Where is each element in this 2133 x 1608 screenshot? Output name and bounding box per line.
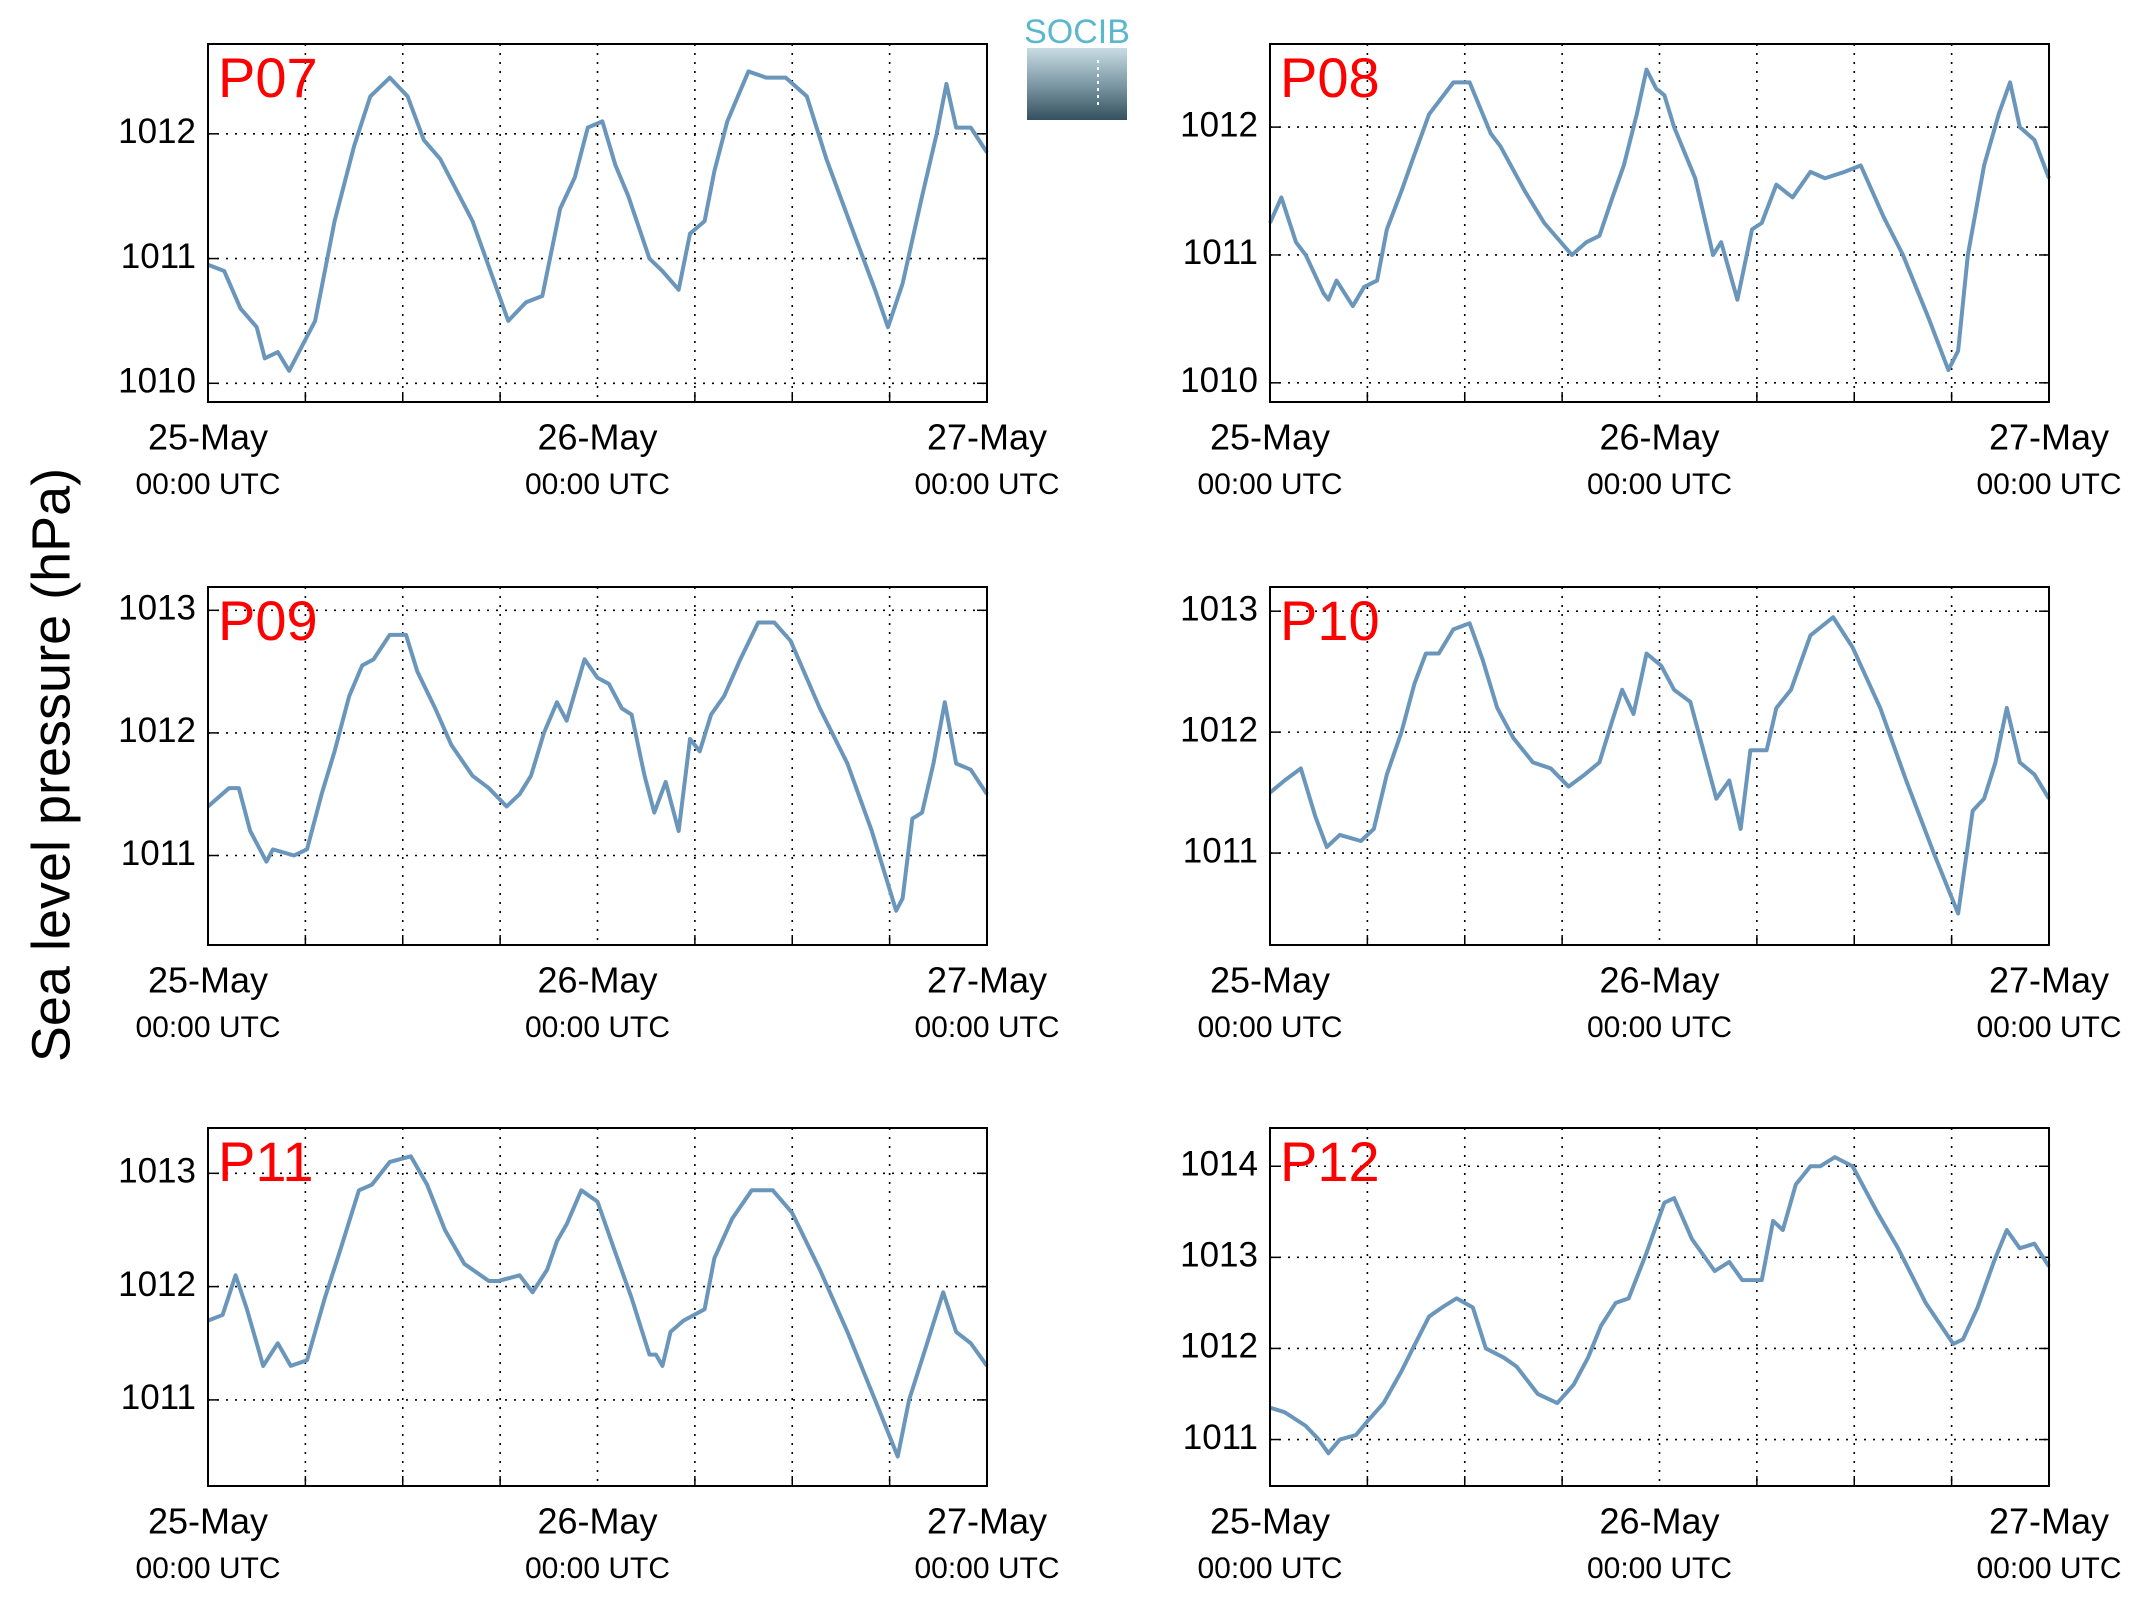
x-tick-sublabel: 00:00 UTC bbox=[525, 468, 670, 501]
x-tick-label: 26-May bbox=[1599, 417, 1719, 458]
y-tick-label: 1011 bbox=[1183, 831, 1258, 870]
subplot: 1011 1012 1013 25-May 00:00 UTC 26-May 00:00 U… bbox=[118, 1127, 1060, 1585]
logo-text: SOCIB bbox=[1024, 13, 1130, 51]
x-tick-label: 26-May bbox=[537, 1501, 657, 1542]
x-tick-sublabel: 00:00 UTC bbox=[1587, 1552, 1732, 1585]
x-tick-label: 26-May bbox=[1599, 1501, 1719, 1542]
x-tick-sublabel: 00:00 UTC bbox=[135, 468, 280, 501]
x-tick-sublabel: 00:00 UTC bbox=[914, 468, 1059, 501]
data-line bbox=[206, 620, 989, 913]
y-tick-label: 1011 bbox=[121, 237, 196, 276]
plot-frame bbox=[1269, 1127, 2050, 1487]
x-tick-label: 25-May bbox=[148, 960, 268, 1001]
x-tick-label: 25-May bbox=[1210, 1501, 1330, 1542]
y-tick-label: 1011 bbox=[1183, 233, 1258, 272]
data-line bbox=[1268, 67, 2051, 373]
y-tick-label: 1014 bbox=[1180, 1145, 1258, 1184]
data-line bbox=[207, 69, 989, 373]
chart-title: P10 bbox=[1280, 589, 1380, 652]
logo: SOCIB bbox=[1024, 13, 1130, 120]
y-tick-label: 1013 bbox=[1180, 1236, 1258, 1275]
y-tick-label: 1010 bbox=[1180, 361, 1258, 400]
y-tick-label: 1012 bbox=[118, 711, 196, 750]
data-line bbox=[1268, 615, 2051, 916]
chart-title: P07 bbox=[218, 46, 318, 109]
subplot: 1011 1012 1013 1014 25-May 00:00 UTC 26-May 00:… bbox=[1180, 1127, 2122, 1585]
x-tick-sublabel: 00:00 UTC bbox=[1587, 468, 1732, 501]
subplot: 1010 1011 1012 25-May 00:00 UTC 26-May 00:00 U… bbox=[1180, 43, 2122, 501]
x-tick-label: 27-May bbox=[1989, 960, 2109, 1001]
chart-title: P11 bbox=[218, 1130, 313, 1193]
x-tick-label: 25-May bbox=[1210, 960, 1330, 1001]
x-tick-sublabel: 00:00 UTC bbox=[1976, 1011, 2121, 1044]
chart-title: P09 bbox=[218, 589, 318, 652]
x-tick-label: 26-May bbox=[537, 960, 657, 1001]
x-tick-sublabel: 00:00 UTC bbox=[1197, 1011, 1342, 1044]
plot-frame bbox=[1269, 586, 2050, 946]
subplot: 1011 1012 1013 25-May 00:00 UTC 26-May 00:00 U… bbox=[118, 586, 1060, 1044]
x-tick-label: 27-May bbox=[927, 417, 1047, 458]
y-tick-label: 1012 bbox=[1180, 710, 1258, 749]
x-tick-label: 27-May bbox=[1989, 417, 2109, 458]
subplot: 1010 1011 1012 25-May 00:00 UTC 26-May 00:00 U… bbox=[118, 43, 1060, 501]
y-tick-label: 1013 bbox=[118, 589, 196, 628]
x-tick-label: 25-May bbox=[148, 1501, 268, 1542]
y-tick-label: 1011 bbox=[121, 834, 196, 873]
x-tick-sublabel: 00:00 UTC bbox=[135, 1011, 280, 1044]
y-tick-label: 1010 bbox=[118, 362, 196, 401]
y-tick-label: 1012 bbox=[118, 1265, 196, 1304]
x-tick-label: 26-May bbox=[1599, 960, 1719, 1001]
chart-title: P12 bbox=[1280, 1130, 1380, 1193]
x-tick-sublabel: 00:00 UTC bbox=[525, 1011, 670, 1044]
plot-frame bbox=[1269, 43, 2050, 403]
x-tick-label: 27-May bbox=[927, 1501, 1047, 1542]
chart-title: P08 bbox=[1280, 46, 1380, 109]
y-tick-label: 1012 bbox=[118, 112, 196, 151]
x-tick-sublabel: 00:00 UTC bbox=[1197, 468, 1342, 501]
plot-frame bbox=[207, 43, 988, 403]
x-tick-label: 26-May bbox=[537, 417, 657, 458]
logo-block bbox=[1027, 48, 1127, 120]
x-tick-sublabel: 00:00 UTC bbox=[135, 1552, 280, 1585]
y-tick-label: 1012 bbox=[1180, 1327, 1258, 1366]
plot-frame bbox=[207, 586, 988, 946]
x-tick-label: 27-May bbox=[927, 960, 1047, 1001]
x-tick-sublabel: 00:00 UTC bbox=[914, 1011, 1059, 1044]
x-tick-sublabel: 00:00 UTC bbox=[1587, 1011, 1732, 1044]
plot-frame bbox=[207, 1127, 988, 1487]
data-line bbox=[1269, 1155, 2051, 1456]
y-tick-label: 1013 bbox=[1180, 589, 1258, 628]
x-tick-sublabel: 00:00 UTC bbox=[525, 1552, 670, 1585]
y-tick-label: 1012 bbox=[1180, 105, 1258, 144]
y-axis-label: Sea level pressure (hPa) bbox=[21, 468, 81, 1062]
x-tick-sublabel: 00:00 UTC bbox=[1197, 1552, 1342, 1585]
y-tick-label: 1013 bbox=[118, 1152, 196, 1191]
x-tick-label: 25-May bbox=[148, 417, 268, 458]
y-tick-label: 1011 bbox=[1183, 1418, 1258, 1457]
x-tick-sublabel: 00:00 UTC bbox=[1976, 1552, 2121, 1585]
x-tick-label: 25-May bbox=[1210, 417, 1330, 458]
x-tick-sublabel: 00:00 UTC bbox=[914, 1552, 1059, 1585]
x-tick-sublabel: 00:00 UTC bbox=[1976, 468, 2121, 501]
subplot: 1011 1012 1013 25-May 00:00 UTC 26-May 00:00 U… bbox=[1180, 586, 2122, 1044]
y-tick-label: 1011 bbox=[121, 1378, 196, 1417]
x-tick-label: 27-May bbox=[1989, 1501, 2109, 1542]
data-line bbox=[207, 1154, 989, 1459]
